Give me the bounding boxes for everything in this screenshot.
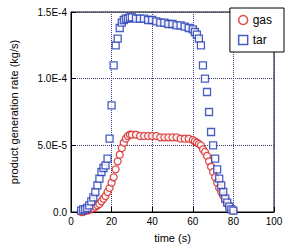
svg-text:tar: tar <box>253 33 267 47</box>
svg-text:0.0: 0.0 <box>53 207 67 218</box>
svg-text:0: 0 <box>68 216 74 227</box>
svg-text:product generation rate (kg/s): product generation rate (kg/s) <box>8 40 20 184</box>
svg-text:1.0E-4: 1.0E-4 <box>38 73 68 84</box>
svg-text:100: 100 <box>266 216 283 227</box>
svg-text:20: 20 <box>106 216 118 227</box>
svg-text:5.0E-5: 5.0E-5 <box>38 140 68 151</box>
svg-text:80: 80 <box>228 216 240 227</box>
svg-text:40: 40 <box>147 216 159 227</box>
svg-text:1.5E-4: 1.5E-4 <box>38 7 68 18</box>
svg-text:gas: gas <box>253 13 272 27</box>
svg-text:time (s): time (s) <box>154 232 191 244</box>
svg-text:60: 60 <box>187 216 199 227</box>
